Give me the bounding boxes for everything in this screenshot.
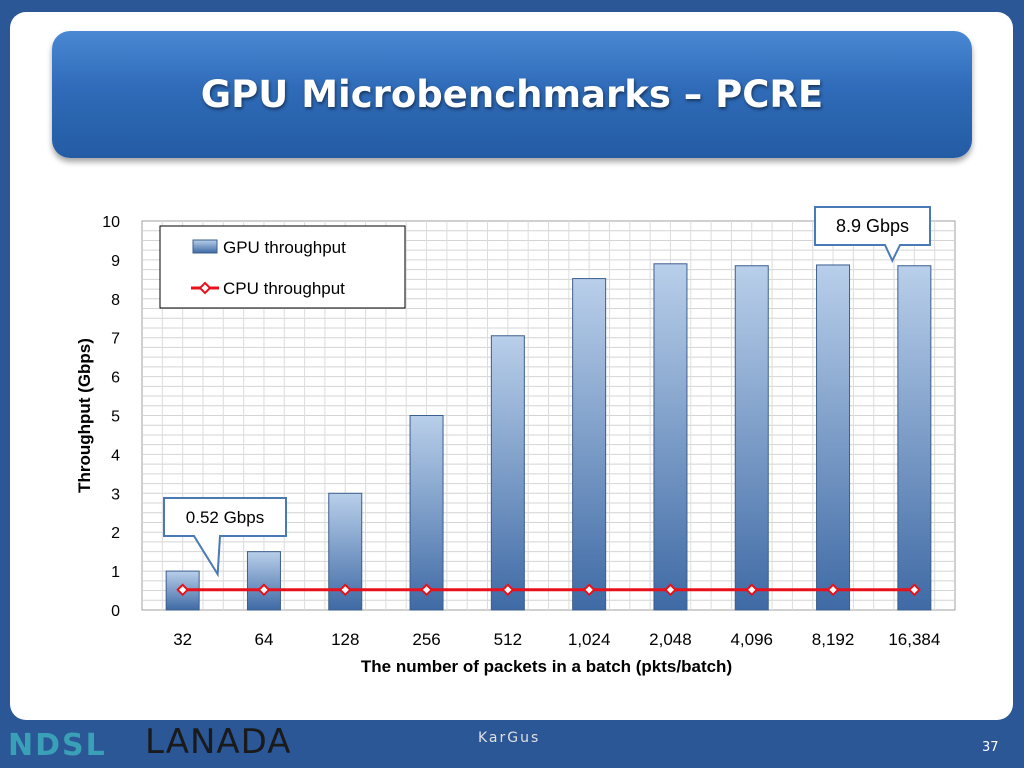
cpu-point [420,583,433,597]
y-tick-label: 7 [111,331,120,348]
x-tick-label: 2,048 [649,630,692,649]
x-tick-label: 128 [331,630,359,649]
callout-cpu-text: 0.52 Gbps [186,508,264,527]
cpu-point [338,583,352,597]
gpu-bar [572,278,607,611]
legend-cpu-marker [198,281,212,295]
y-tick-label: 2 [111,525,120,542]
cpu-point [745,583,759,597]
callout-gpu-text: 8.9 Gbps [836,216,909,236]
legend-gpu-swatch [192,239,218,254]
legend-cpu-label: CPU throughput [223,279,345,298]
gpu-bar [734,265,769,611]
x-tick-label: 32 [173,630,192,649]
y-tick-label: 9 [111,253,120,270]
callout-gpu [814,206,931,264]
y-tick-label: 6 [111,370,120,387]
gpu-bar [897,265,932,611]
x-tick-label: 256 [412,630,440,649]
gpu-bar [653,263,688,611]
gpu-bar [246,551,281,611]
lanada-logo: LANADA [145,722,292,762]
gpu-bar [409,415,444,611]
cpu-point [501,583,515,597]
x-tick-label: 16,384 [888,630,940,649]
x-tick-label: 1,024 [568,630,611,649]
cpu-point [176,583,190,597]
cpu-point [907,583,921,597]
cpu-point [257,583,271,597]
title-bar: GPU Microbenchmarks – PCRE [52,31,972,158]
x-tick-label: 512 [494,630,522,649]
callout-cpu [163,497,287,578]
gpu-bar [816,264,851,611]
cpu-point [664,583,677,597]
kargus-logo: KarGus [478,730,541,746]
ndsl-logo: NDSL [8,728,107,763]
y-tick-label: 10 [102,214,120,231]
gpu-bar [490,335,525,611]
y-tick-label: 1 [111,564,120,581]
cpu-point [582,583,596,597]
page-number: 37 [982,740,999,755]
x-tick-label: 64 [254,630,273,649]
x-axis-title: The number of packets in a batch (pkts/b… [361,657,732,676]
y-tick-label: 8 [111,292,120,309]
y-axis-title: Throughput (Gbps) [75,338,94,493]
y-tick-label: 3 [111,486,120,503]
x-tick-label: 4,096 [730,630,773,649]
slide-title: GPU Microbenchmarks – PCRE [200,73,824,116]
cpu-point [826,583,840,597]
y-tick-label: 0 [111,603,120,620]
y-tick-label: 5 [111,409,120,426]
y-tick-label: 4 [111,447,120,464]
legend-gpu-label: GPU throughput [223,238,346,257]
x-tick-label: 8,192 [812,630,855,649]
